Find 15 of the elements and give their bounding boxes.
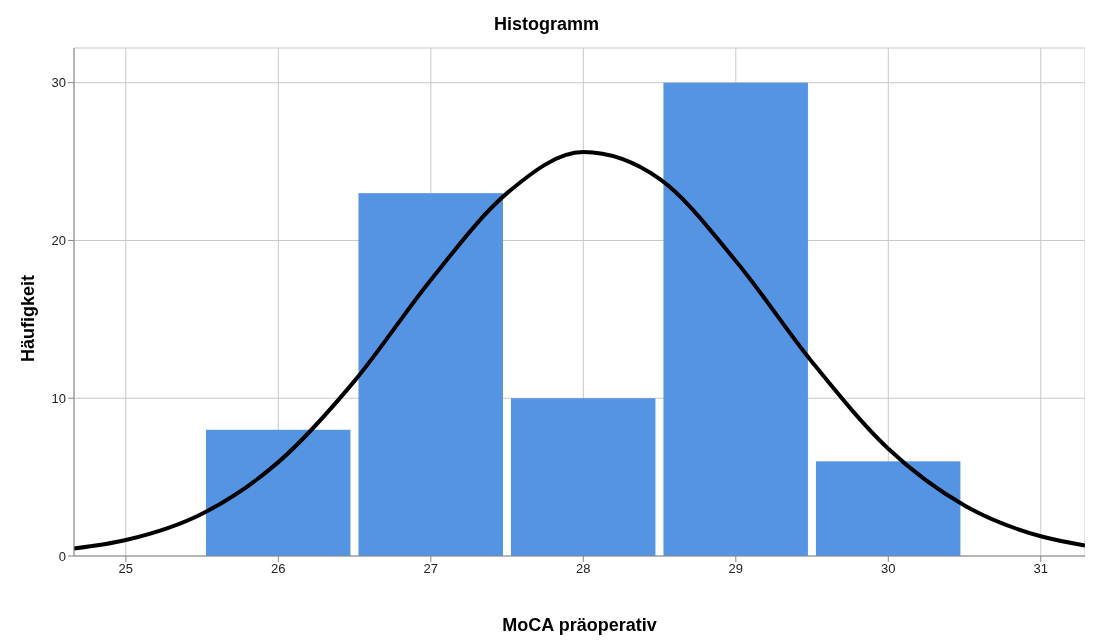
x-axis-title: MoCA präoperativ (501, 615, 658, 636)
x-tick-label: 27 (423, 561, 439, 577)
x-tick-label: 25 (118, 561, 134, 577)
x-tick-label: 26 (271, 561, 286, 577)
x-tick-label: 28 (576, 561, 591, 577)
line-series (74, 150, 1085, 551)
chart-title: Histogramm (493, 14, 600, 35)
y-axis-title: Häufigkeit (17, 274, 39, 364)
y-tick-label: 0 (58, 548, 66, 564)
y-tick-label: 30 (51, 75, 66, 91)
y-tick-label: 20 (51, 233, 66, 249)
x-tick-label: 30 (881, 561, 896, 577)
x-tick-label: 29 (728, 561, 744, 577)
x-tick-label: 31 (1033, 561, 1049, 577)
y-tick-label: 10 (51, 390, 66, 406)
